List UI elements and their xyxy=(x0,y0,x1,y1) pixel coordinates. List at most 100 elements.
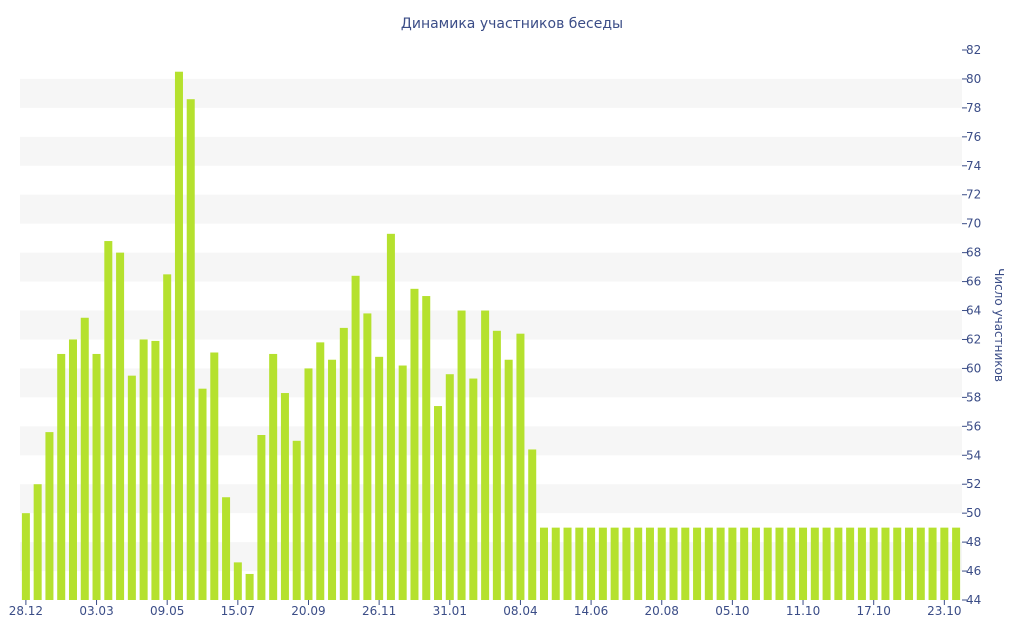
bar xyxy=(163,274,172,600)
bar xyxy=(881,527,890,600)
bar xyxy=(622,527,631,600)
grid-band xyxy=(20,252,962,282)
bar xyxy=(952,527,961,600)
bar xyxy=(45,432,54,600)
x-tick-label: 11.10 xyxy=(786,604,820,618)
bar xyxy=(222,497,231,600)
x-tick-label: 14.06 xyxy=(574,604,608,618)
bar xyxy=(68,339,77,600)
grid-band xyxy=(20,194,962,224)
bar xyxy=(763,527,772,600)
bar xyxy=(528,449,537,600)
bars xyxy=(21,71,961,601)
bar xyxy=(492,330,501,600)
y-tick-label: 44 xyxy=(966,593,981,607)
bar xyxy=(905,527,914,600)
bar xyxy=(751,527,760,600)
grid-band xyxy=(20,136,962,166)
y-tick-label: 68 xyxy=(966,246,981,260)
x-axis-ticks: 28.12 03.03 09.05 15.07 20.09 26.11 31.01 08.04… xyxy=(9,600,962,618)
bar xyxy=(539,527,548,600)
bar xyxy=(834,527,843,600)
bar xyxy=(116,252,125,600)
bar xyxy=(822,527,831,600)
bar xyxy=(551,527,560,600)
y-tick-label: 70 xyxy=(966,217,981,231)
y-tick-label: 64 xyxy=(966,304,981,318)
y-tick-label: 46 xyxy=(966,564,981,578)
bar xyxy=(398,365,407,600)
y-tick-label: 54 xyxy=(966,448,981,462)
grid-band xyxy=(20,310,962,340)
x-tick-label: 05.10 xyxy=(715,604,749,618)
bar xyxy=(233,562,242,600)
grid-band xyxy=(20,484,962,514)
bar xyxy=(469,378,478,600)
bar xyxy=(292,440,301,600)
bar xyxy=(787,527,796,600)
bar xyxy=(598,527,607,600)
grid-band xyxy=(20,542,962,572)
bar xyxy=(693,527,702,600)
y-tick-label: 80 xyxy=(966,72,981,86)
bar xyxy=(328,359,337,600)
bar xyxy=(410,288,419,600)
bar xyxy=(245,573,254,600)
bar xyxy=(386,233,395,600)
bar xyxy=(940,527,949,600)
x-tick-label: 20.08 xyxy=(645,604,679,618)
bar xyxy=(127,375,136,600)
bar xyxy=(516,333,525,600)
x-tick-label: 28.12 xyxy=(9,604,43,618)
bar xyxy=(916,527,925,600)
bar xyxy=(657,527,666,600)
bar xyxy=(610,527,619,600)
bar xyxy=(457,310,466,600)
bar xyxy=(445,374,454,600)
y-tick-label: 50 xyxy=(966,506,981,520)
bar xyxy=(645,527,654,600)
grid-band xyxy=(20,78,962,108)
bar xyxy=(80,317,89,600)
x-tick-label: 23.10 xyxy=(927,604,961,618)
bar xyxy=(92,353,101,600)
bar xyxy=(669,527,678,600)
bar xyxy=(57,353,66,600)
chart-title: Динамика участников беседы xyxy=(401,16,623,32)
y-tick-label: 76 xyxy=(966,130,981,144)
x-tick-label: 17.10 xyxy=(857,604,891,618)
x-tick-label: 03.03 xyxy=(79,604,113,618)
x-tick-label: 09.05 xyxy=(150,604,184,618)
bar xyxy=(869,527,878,600)
bar xyxy=(174,71,183,600)
x-tick-label: 20.09 xyxy=(291,604,325,618)
bar xyxy=(799,527,808,600)
bar xyxy=(21,513,30,600)
bar xyxy=(810,527,819,600)
bar xyxy=(257,435,266,600)
grid-bands xyxy=(20,78,962,572)
bar xyxy=(704,527,713,600)
grid-band xyxy=(20,368,962,398)
bar xyxy=(857,527,866,600)
bar xyxy=(363,313,372,600)
x-tick-label: 08.04 xyxy=(503,604,537,618)
bar xyxy=(304,368,313,600)
bar xyxy=(928,527,937,600)
bar xyxy=(280,393,289,600)
bar xyxy=(681,527,690,600)
y-tick-label: 72 xyxy=(966,188,981,202)
bar xyxy=(846,527,855,600)
y-tick-label: 78 xyxy=(966,101,981,115)
x-tick-label: 31.01 xyxy=(433,604,467,618)
bar xyxy=(481,310,490,600)
bar xyxy=(151,340,160,600)
bar xyxy=(716,527,725,600)
y-tick-label: 74 xyxy=(966,159,981,173)
x-tick-label: 15.07 xyxy=(221,604,255,618)
bar xyxy=(775,527,784,600)
y-tick-label: 52 xyxy=(966,477,981,491)
y-tick-label: 56 xyxy=(966,419,981,433)
bar xyxy=(893,527,902,600)
